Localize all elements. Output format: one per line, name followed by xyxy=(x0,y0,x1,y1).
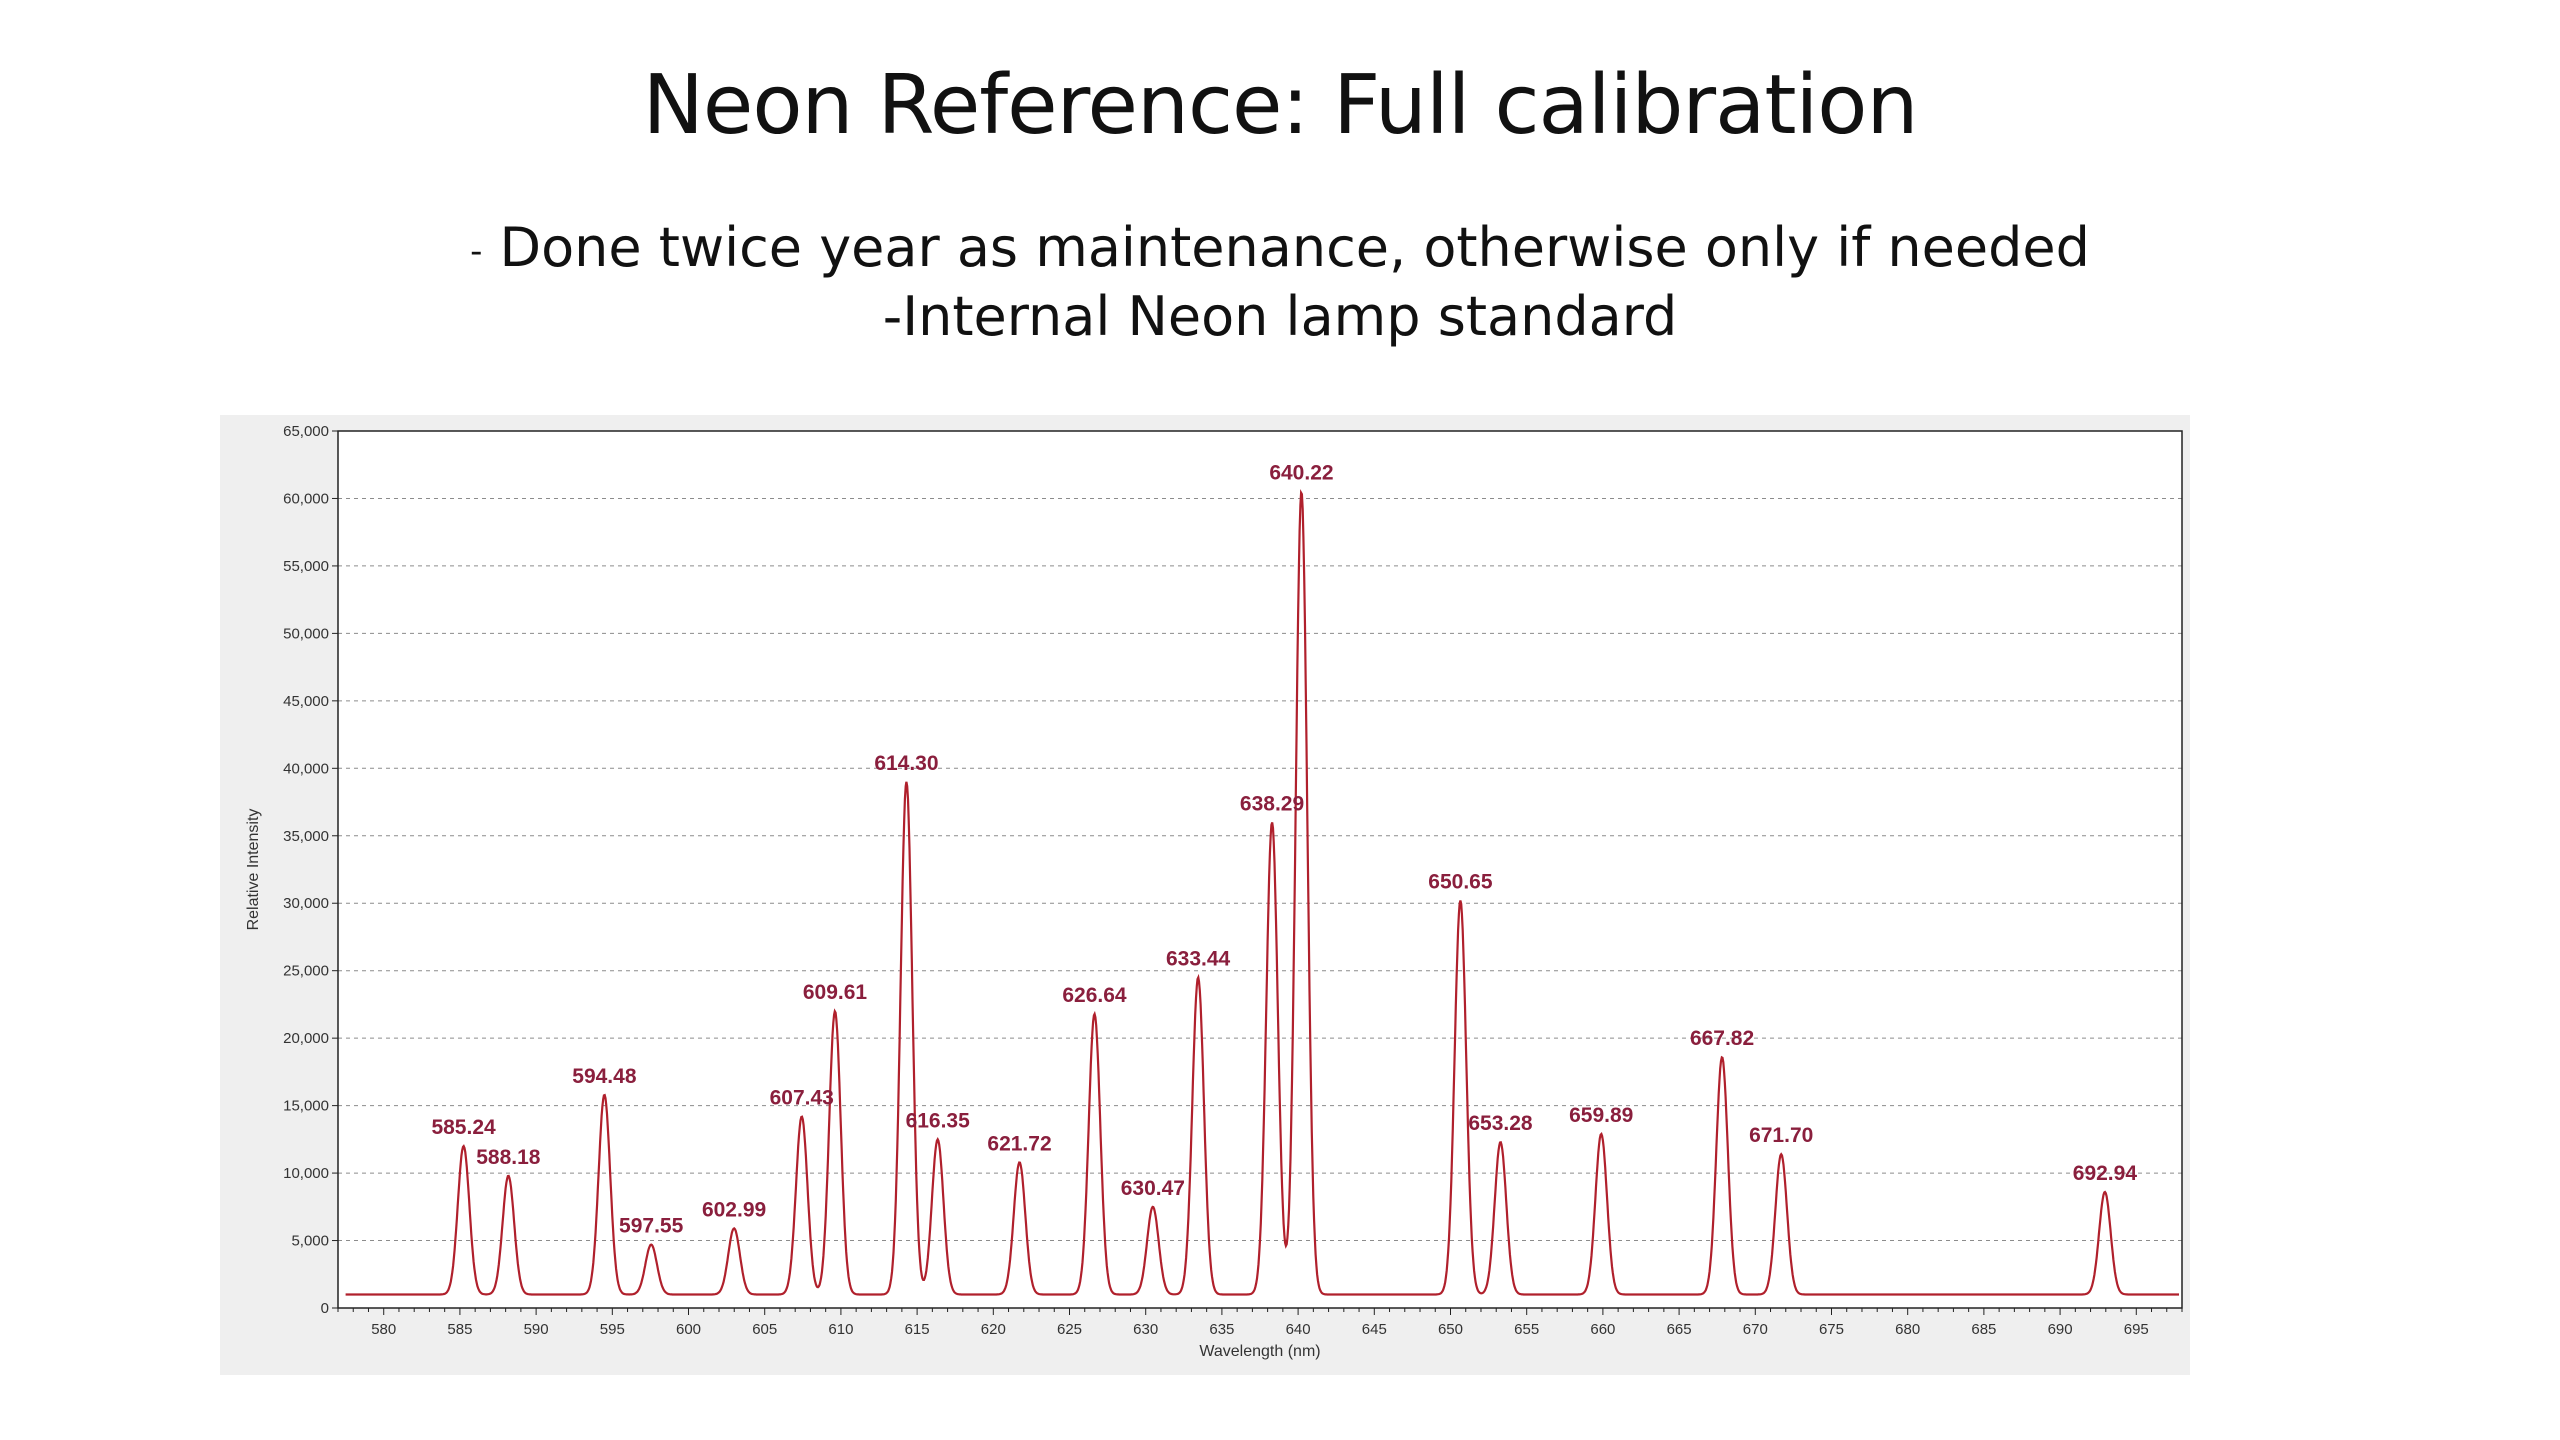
peak-label: 588.18 xyxy=(476,1146,541,1169)
x-tick-label: 675 xyxy=(1819,1321,1844,1338)
peak-label: 653.28 xyxy=(1468,1112,1533,1135)
x-tick-label: 655 xyxy=(1514,1321,1539,1338)
peak-label: 671.70 xyxy=(1749,1124,1813,1147)
spectrum-chart: 0 5,000 10,000 15,000 20,000 25,000 30,000 35,0… xyxy=(245,423,2183,1360)
plot-area xyxy=(338,431,2182,1308)
y-tick-label: 15,000 xyxy=(283,1098,329,1115)
y-tick-label: 50,000 xyxy=(283,625,329,642)
x-tick-label: 670 xyxy=(1743,1321,1768,1338)
peak-label: 633.44 xyxy=(1166,947,1231,970)
peak-label: 621.72 xyxy=(987,1132,1051,1155)
plot-frame xyxy=(337,430,2183,1309)
y-axis-label: Relative Intensity xyxy=(245,809,262,931)
x-tick-label: 600 xyxy=(676,1321,701,1338)
x-tick-label: 585 xyxy=(447,1321,472,1338)
y-tick-label: 55,000 xyxy=(283,558,329,575)
bullet-maintenance-text: Done twice year as maintenance, otherwis… xyxy=(482,216,2090,279)
peak-label: 667.82 xyxy=(1690,1027,1754,1050)
x-tick-label: 625 xyxy=(1057,1321,1082,1338)
peak-label: 640.22 xyxy=(1269,462,1333,485)
x-tick-label: 695 xyxy=(2124,1321,2149,1338)
x-tick-label: 635 xyxy=(1209,1321,1234,1338)
chart-panel: 0 5,000 10,000 15,000 20,000 25,000 30,000 35,0… xyxy=(220,415,2190,1375)
peak-label: 626.64 xyxy=(1062,984,1127,1007)
x-axis-label: Wavelength (nm) xyxy=(1199,1343,1320,1360)
y-axis-ticks: 0 5,000 10,000 15,000 20,000 25,000 30,000 35,0… xyxy=(283,423,338,1317)
peak-label: 594.48 xyxy=(572,1065,637,1088)
y-tick-label: 40,000 xyxy=(283,760,329,777)
x-tick-label: 680 xyxy=(1895,1321,1920,1338)
bullet-dash: - xyxy=(470,231,483,272)
x-tick-label: 645 xyxy=(1362,1321,1387,1338)
peak-label: 630.47 xyxy=(1121,1177,1185,1200)
x-tick-label: 610 xyxy=(828,1321,853,1338)
peak-label: 602.99 xyxy=(702,1198,766,1221)
peak-label: 614.30 xyxy=(874,752,938,775)
x-tick-label: 615 xyxy=(905,1321,930,1338)
peak-label: 616.35 xyxy=(906,1109,971,1132)
peak-label: 692.94 xyxy=(2073,1162,2138,1185)
x-tick-label: 650 xyxy=(1438,1321,1463,1338)
y-tick-label: 10,000 xyxy=(283,1165,329,1182)
y-tick-label: 60,000 xyxy=(283,490,329,507)
x-axis-ticks: 580 585 590 595 600 605 610 615 620 625 630 635 640 6… xyxy=(337,1308,2183,1338)
peak-label: 585.24 xyxy=(431,1116,496,1139)
x-tick-label: 595 xyxy=(600,1321,625,1338)
x-tick-label: 665 xyxy=(1667,1321,1692,1338)
x-tick-label: 620 xyxy=(981,1321,1006,1338)
y-tick-label: 20,000 xyxy=(283,1030,329,1047)
peak-label: 638.29 xyxy=(1240,792,1304,815)
y-tick-label: 65,000 xyxy=(283,423,329,440)
x-tick-label: 630 xyxy=(1133,1321,1158,1338)
peak-label: 650.65 xyxy=(1428,871,1493,894)
x-tick-label: 685 xyxy=(1971,1321,1996,1338)
peak-label: 607.43 xyxy=(770,1086,834,1109)
bullet-lamp-standard: -Internal Neon lamp standard xyxy=(882,285,1678,348)
y-tick-label: 5,000 xyxy=(291,1233,329,1250)
x-tick-label: 590 xyxy=(524,1321,549,1338)
peak-label: 597.55 xyxy=(619,1215,684,1238)
x-tick-label: 660 xyxy=(1590,1321,1615,1338)
spectrum-series-line xyxy=(345,489,2179,1296)
y-tick-label: 25,000 xyxy=(283,963,329,980)
peak-labels: 585.24 588.18 594.48 597.55 602.99 607.43 609.… xyxy=(431,462,2137,1238)
x-tick-label: 640 xyxy=(1286,1321,1311,1338)
peak-label: 659.89 xyxy=(1569,1104,1633,1127)
y-tick-label: 45,000 xyxy=(283,693,329,710)
slide-title: Neon Reference: Full calibration xyxy=(642,58,1919,153)
x-tick-label: 690 xyxy=(2048,1321,2073,1338)
x-tick-label: 605 xyxy=(752,1321,777,1338)
y-tick-label: 30,000 xyxy=(283,895,329,912)
bullet-maintenance: - Done twice year as maintenance, otherw… xyxy=(0,216,2560,279)
x-tick-label: 580 xyxy=(371,1321,396,1338)
peak-label: 609.61 xyxy=(803,981,868,1004)
y-tick-label: 0 xyxy=(321,1300,329,1317)
y-tick-label: 35,000 xyxy=(283,828,329,845)
